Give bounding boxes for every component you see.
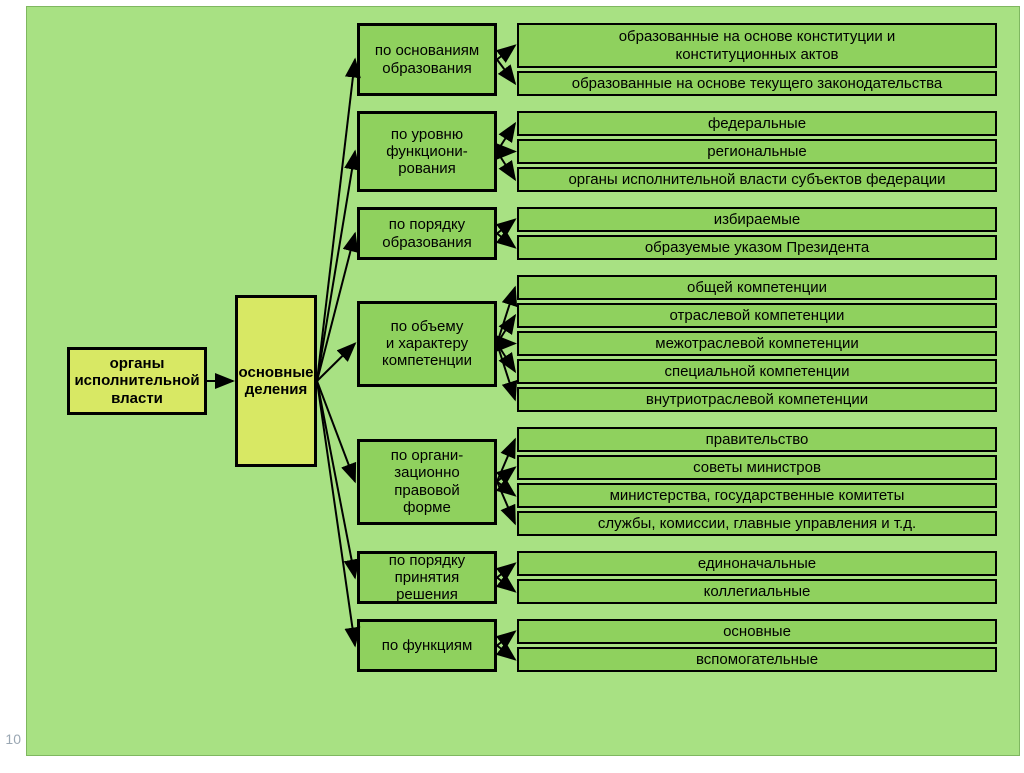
value-box: федеральные — [517, 111, 997, 136]
trunk-node: основныеделения — [235, 295, 317, 467]
diagram-canvas: органыисполнительнойвласти основныеделен… — [26, 6, 1020, 756]
value-box: образованные на основе конституции иконс… — [517, 23, 997, 68]
value-label: правительство — [706, 431, 809, 448]
category-label: по объемуи характерукомпетенции — [382, 318, 472, 370]
value-box: службы, комиссии, главные управления и т… — [517, 511, 997, 536]
category-label: по основаниямобразования — [375, 42, 479, 77]
category-box: по органи-зационноправовойформе — [357, 439, 497, 525]
category-box: по уровнюфункциони-рования — [357, 111, 497, 192]
category-box: по порядкупринятиярешения — [357, 551, 497, 604]
value-box: общей компетенции — [517, 275, 997, 300]
category-box: по функциям — [357, 619, 497, 672]
value-label: межотраслевой компетенции — [655, 335, 858, 352]
value-box: образуемые указом Президента — [517, 235, 997, 260]
value-box: межотраслевой компетенции — [517, 331, 997, 356]
category-box: по основаниямобразования — [357, 23, 497, 96]
value-box: внутриотраслевой компетенции — [517, 387, 997, 412]
value-box: региональные — [517, 139, 997, 164]
value-box: органы исполнительной власти субъектов ф… — [517, 167, 997, 192]
value-box: отраслевой компетенции — [517, 303, 997, 328]
value-box: советы министров — [517, 455, 997, 480]
value-label: коллегиальные — [704, 583, 811, 600]
value-label: основные — [723, 623, 791, 640]
value-label: региональные — [707, 143, 806, 160]
trunk-label: основныеделения — [239, 364, 314, 399]
value-label: министерства, государственные комитеты — [610, 487, 905, 504]
category-label: по функциям — [382, 637, 473, 654]
value-box: образованные на основе текущего законода… — [517, 71, 997, 96]
value-box: коллегиальные — [517, 579, 997, 604]
value-label: образуемые указом Президента — [645, 239, 869, 256]
page-number: 10 — [1, 731, 21, 747]
category-label: по органи-зационноправовойформе — [391, 447, 463, 516]
value-label: образованные на основе текущего законода… — [572, 75, 943, 92]
root-node: органыисполнительнойвласти — [67, 347, 207, 415]
value-label: органы исполнительной власти субъектов ф… — [568, 171, 945, 188]
category-box: по объемуи характерукомпетенции — [357, 301, 497, 387]
root-label: органыисполнительнойвласти — [74, 355, 199, 407]
value-label: избираемые — [714, 211, 801, 228]
value-label: общей компетенции — [687, 279, 827, 296]
value-label: отраслевой компетенции — [670, 307, 845, 324]
value-box: основные — [517, 619, 997, 644]
category-label: по уровнюфункциони-рования — [386, 126, 468, 178]
value-box: избираемые — [517, 207, 997, 232]
value-label: советы министров — [693, 459, 821, 476]
category-label: по порядкуобразования — [382, 216, 471, 251]
value-box: правительство — [517, 427, 997, 452]
value-box: вспомогательные — [517, 647, 997, 672]
value-label: внутриотраслевой компетенции — [646, 391, 868, 408]
value-label: единоначальные — [698, 555, 816, 572]
category-box: по порядкуобразования — [357, 207, 497, 260]
value-label: вспомогательные — [696, 651, 818, 668]
value-box: специальной компетенции — [517, 359, 997, 384]
value-box: министерства, государственные комитеты — [517, 483, 997, 508]
value-label: специальной компетенции — [664, 363, 849, 380]
value-box: единоначальные — [517, 551, 997, 576]
value-label: образованные на основе конституции иконс… — [619, 28, 896, 63]
value-label: федеральные — [708, 115, 806, 132]
value-label: службы, комиссии, главные управления и т… — [598, 515, 916, 532]
category-label: по порядкупринятиярешения — [389, 552, 465, 604]
